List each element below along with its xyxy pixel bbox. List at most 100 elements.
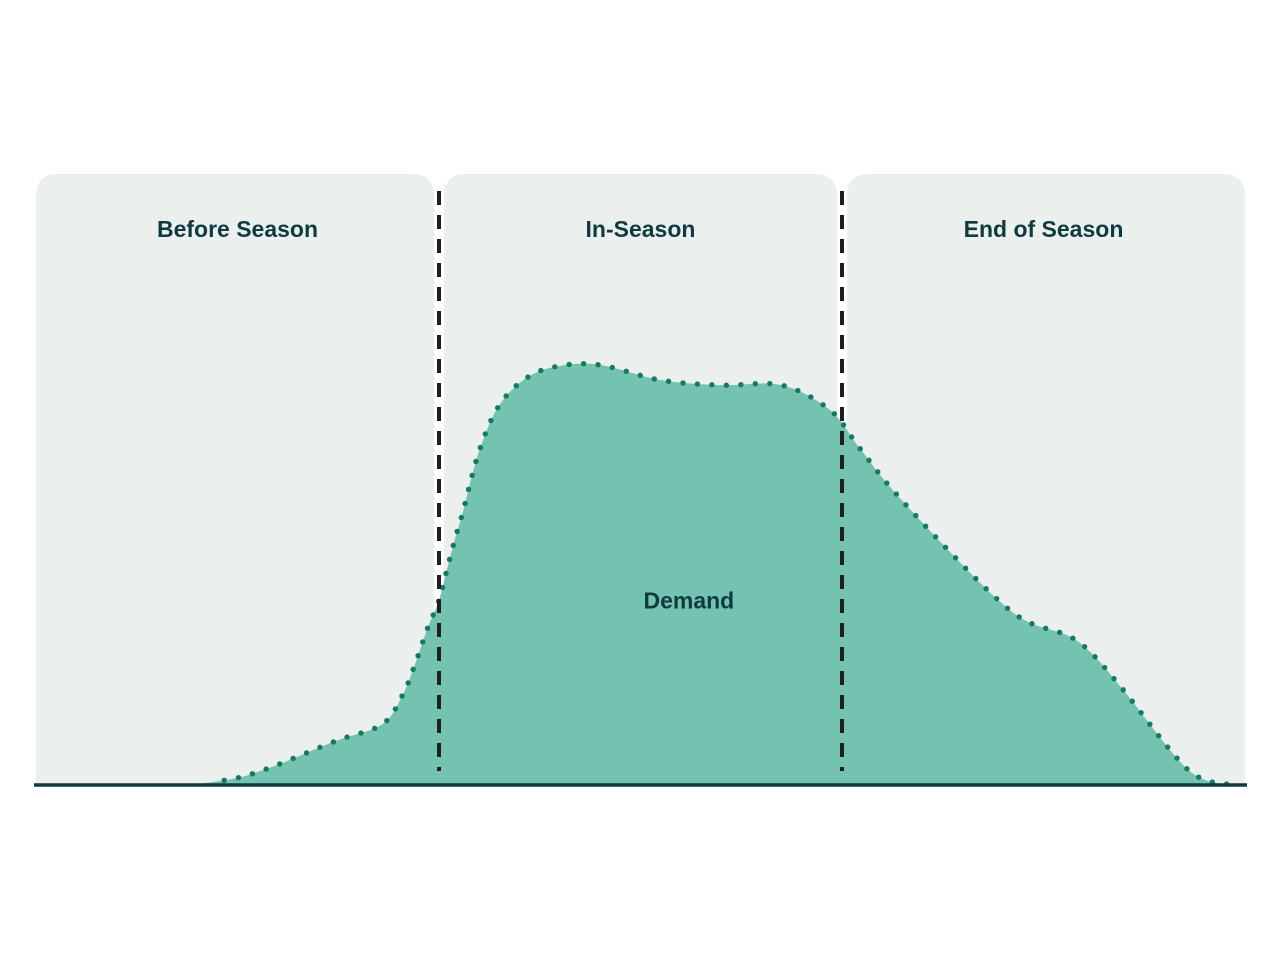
demand-dot [922,523,929,529]
demand-dot [1070,635,1076,641]
demand-dot [1092,654,1098,660]
demand-dot [399,693,405,699]
demand-dot [1029,621,1035,627]
demand-dot [808,394,814,400]
demand-dot [566,361,572,368]
demand-dot [384,717,390,724]
demand-dot [424,625,431,632]
demand-dot [420,639,426,645]
demand-dot [1138,709,1144,716]
phase-dividers [437,191,844,771]
demand-dot [942,544,949,550]
demand-dot [1004,605,1011,611]
demand-dot [680,380,686,386]
demand-dot [962,565,969,571]
demand-dot [1129,698,1135,704]
demand-dot [290,755,296,762]
demand-dot [317,744,323,751]
demand-dot [637,372,643,379]
demand-dot [494,405,501,411]
demand-dot [952,555,959,561]
demand-dot [1120,687,1126,693]
demand-dot [913,512,919,519]
demand-dot [875,469,881,475]
phase-label-0: Before Season [157,216,318,242]
demand-area-layer [36,363,1229,785]
demand-dot [1174,755,1180,761]
demand-dot [1184,766,1190,772]
demand-dot [405,680,411,686]
demand-dot [665,378,672,385]
demand-dot [709,382,715,388]
demand-dot [1081,643,1088,650]
demand-dot [651,376,657,382]
demand-dot [235,774,242,781]
demand-dot [1147,721,1153,727]
demand-dot [439,584,446,591]
demand-dot [538,367,544,374]
demand-dot [249,771,256,777]
demand-dot [477,444,484,451]
demand-dot [723,382,730,388]
demand-dot [462,500,468,507]
demand-dot [263,766,269,772]
demand-dot [454,528,460,535]
demand-dot [993,595,1000,602]
demand-dot [1102,664,1108,671]
phase-label-1: In-Season [586,216,696,242]
demand-dot [973,575,979,582]
demand-dot [410,666,416,673]
demand-dot [513,383,519,389]
demand-dot [552,364,558,370]
demand-dot [932,534,939,540]
demand-dot [893,491,900,497]
demand-dot [446,556,453,563]
demand-dot [580,360,587,367]
demand-dot [1111,675,1117,682]
demand-dot [415,653,421,659]
demand-dot [820,402,826,408]
demand-dot [983,586,989,592]
demand-dot [738,381,744,388]
demand-dot [1016,614,1022,620]
demand-dot [848,434,855,440]
demand-dot [358,730,364,736]
demand-dot [344,734,350,740]
demand-dot [330,739,337,745]
demand-dot [767,380,773,387]
demand-dot [857,446,863,452]
demand-dot [303,750,310,756]
phase-label-2: End of Season [964,216,1124,242]
demand-dot [752,381,759,387]
demand-dot [795,387,801,394]
demand-dot [458,514,464,521]
demand-dot [1155,733,1162,739]
demand-dot [430,612,436,618]
demand-dotted-outline [221,360,1230,787]
demand-area-label: Demand [643,588,734,614]
demand-dot [525,374,531,380]
demand-dot [392,706,399,712]
demand-dot [840,422,847,428]
demand-dot [473,458,479,465]
demand-dot [694,381,701,387]
demand-area [36,363,1229,785]
demand-dot [221,777,227,784]
demand-dot [1043,625,1049,631]
demand-dot [450,542,456,549]
demand-dot [465,486,472,493]
demand-dot [443,570,449,577]
demand-dot [781,383,787,389]
demand-dot [469,472,475,479]
demand-dot [866,457,872,463]
demand-dot [831,411,838,417]
demand-dot [623,368,629,375]
demand-dot [488,417,494,424]
demand-dot [903,502,909,508]
demand-dot [595,362,601,368]
demand-dot [503,393,509,399]
demand-dot [1056,629,1063,636]
phase-panel-0 [36,174,434,785]
demand-dot [609,364,615,371]
